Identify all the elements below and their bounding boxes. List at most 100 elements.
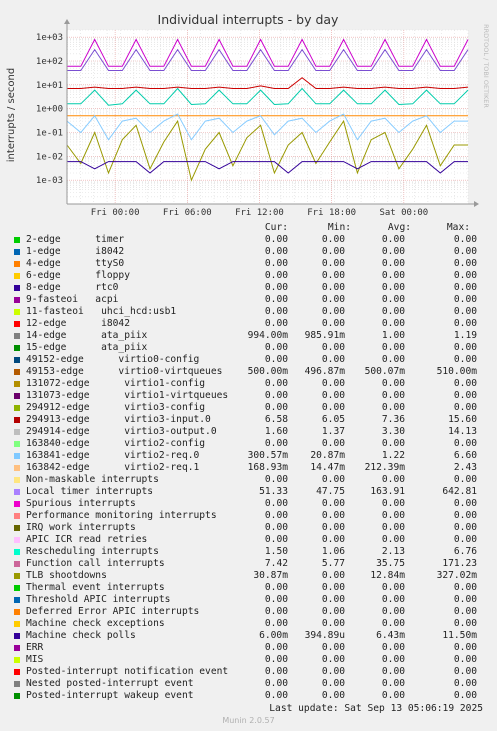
legend-min-value: 0.00 — [321, 606, 345, 617]
legend-avg-value: 3.30 — [381, 426, 405, 437]
legend-avg-value: 0.00 — [381, 234, 405, 245]
legend-min-value: 0.00 — [321, 570, 345, 581]
legend-row: 2-edge timer 0.00 0.00 0.00 0.00 — [0, 234, 497, 246]
legend-max-value: 0.00 — [453, 234, 477, 245]
legend-row: 49152-edge virtio0-config 0.00 0.00 0.00 0.0… — [0, 354, 497, 366]
x-tick-label: Fri 06:00 — [163, 208, 212, 218]
legend-avg-value: 0.00 — [381, 666, 405, 677]
legend-avg-value: 2.13 — [381, 546, 405, 557]
legend-swatch — [14, 285, 20, 291]
legend-label: 294913-edge virtio3-input.0 — [26, 414, 211, 425]
legend-cur-value: 0.00 — [264, 618, 288, 629]
legend-swatch — [14, 441, 20, 447]
legend-max-value: 0.00 — [453, 390, 477, 401]
legend-label: Local timer interrupts — [26, 486, 154, 497]
legend-cur-value: 0.00 — [264, 270, 288, 281]
legend-max-value: 0.00 — [453, 618, 477, 629]
legend-max-value: 6.76 — [453, 546, 477, 557]
legend-row: 294913-edge virtio3-input.0 6.58 6.05 7.36 1… — [0, 414, 497, 426]
legend-label: Machine check exceptions — [26, 618, 165, 629]
legend-cur-value: 0.00 — [264, 438, 288, 449]
legend-min-value: 47.75 — [316, 486, 345, 497]
legend-swatch — [14, 297, 20, 303]
legend-label: 49153-edge virtio0-virtqueues — [26, 366, 223, 377]
legend-avg-value: 7.36 — [381, 414, 405, 425]
legend-swatch — [14, 573, 20, 579]
grid — [66, 29, 469, 204]
legend-avg-value: 35.75 — [376, 558, 405, 569]
legend-row: TLB shootdowns 30.87m 0.00 12.84m 327.02m — [0, 570, 497, 582]
rrdtool-credit: RRDTOOL / TOBI OETIKER — [482, 24, 490, 108]
series-lines — [66, 38, 469, 182]
legend-row: Rescheduling interrupts 1.50 1.06 2.13 6.76 — [0, 546, 497, 558]
legend-swatch — [14, 273, 20, 279]
legend-min-value: 0.00 — [321, 642, 345, 653]
legend-min-value: 496.87m — [304, 366, 345, 377]
x-tick-label: Fri 18:00 — [307, 208, 356, 218]
legend-max-value: 642.81 — [442, 486, 477, 497]
legend-swatch — [14, 309, 20, 315]
legend-label: 163842-edge virtio2-req.1 — [26, 462, 200, 473]
legend-cur-value: 0.00 — [264, 390, 288, 401]
legend-cur-value: 6.00m — [259, 630, 288, 641]
legend-max-value: 0.00 — [453, 318, 477, 329]
legend-avg-value: 0.00 — [381, 534, 405, 545]
legend-label: 294914-edge virtio3-output.0 — [26, 426, 217, 437]
legend-cur-value: 300.57m — [247, 450, 288, 461]
legend-row: Posted-interrupt wakeup event 0.00 0.00 0.0… — [0, 690, 497, 702]
legend-cur-value: 0.00 — [264, 282, 288, 293]
y-axis-arrow — [64, 19, 70, 24]
legend-swatch — [14, 537, 20, 543]
legend-row: Function call interrupts 7.42 5.77 35.75 171… — [0, 558, 497, 570]
legend-row: 163840-edge virtio2-config 0.00 0.00 0.00 0.… — [0, 438, 497, 450]
legend-swatch — [14, 657, 20, 663]
legend-min-value: 0.00 — [321, 438, 345, 449]
legend-max-value: 6.60 — [453, 450, 477, 461]
legend-label: Spurious interrupts — [26, 498, 136, 509]
legend-avg-value: 0.00 — [381, 402, 405, 413]
legend-swatch — [14, 489, 20, 495]
legend-min-value: 1.37 — [321, 426, 345, 437]
legend-swatch — [14, 369, 20, 375]
legend-max-value: 327.02m — [436, 570, 477, 581]
x-tick-label: Fri 00:00 — [91, 208, 140, 218]
legend-label: Thermal event interrupts — [26, 582, 165, 593]
legend-avg-value: 0.00 — [381, 606, 405, 617]
legend-label: 163840-edge virtio2-config — [26, 438, 206, 449]
legend-cur-value: 0.00 — [264, 594, 288, 605]
legend-label: Non-maskable interrupts — [26, 474, 159, 485]
y-tick-label: 1e-02 — [36, 152, 63, 162]
y-tick-label: 1e+00 — [36, 105, 63, 115]
legend-swatch — [14, 693, 20, 699]
x-tick-label: Sat 00:00 — [379, 208, 428, 218]
series-line — [67, 48, 469, 71]
legend-min-value: 5.77 — [321, 558, 345, 569]
legend-cur-value: 0.00 — [264, 318, 288, 329]
y-tick-label: 1e+01 — [36, 81, 63, 91]
legend-label: 12-edge i8042 — [26, 318, 130, 329]
legend-min-value: 1.06 — [321, 546, 345, 557]
legend-min-value: 0.00 — [321, 474, 345, 485]
legend-avg-value: 0.00 — [381, 594, 405, 605]
legend-max-value: 171.23 — [442, 558, 477, 569]
legend-cur-value: 0.00 — [264, 522, 288, 533]
legend-swatch — [14, 585, 20, 591]
legend-label: TLB shootdowns — [26, 570, 107, 581]
y-tick-label: 1e+03 — [36, 33, 63, 43]
legend-cur-value: 994.00m — [247, 330, 288, 341]
legend-avg-value: 212.39m — [364, 462, 405, 473]
legend-avg-value: 0.00 — [381, 522, 405, 533]
legend-cur-value: 0.00 — [264, 258, 288, 269]
legend-row: 8-edge rtc0 0.00 0.00 0.00 0.00 — [0, 282, 497, 294]
legend-row: MIS 0.00 0.00 0.00 0.00 — [0, 654, 497, 666]
series-line — [67, 87, 469, 106]
y-tick-label: 1e-01 — [36, 129, 63, 139]
legend-header-min: Min: — [327, 222, 351, 233]
legend-max-value: 0.00 — [453, 474, 477, 485]
legend-cur-value: 0.00 — [264, 534, 288, 545]
legend-row: Nested posted-interrupt event 0.00 0.00 0.0… — [0, 678, 497, 690]
legend-label: ERR — [26, 642, 44, 653]
legend-row: ERR 0.00 0.00 0.00 0.00 — [0, 642, 497, 654]
legend-min-value: 0.00 — [321, 294, 345, 305]
legend-swatch — [14, 549, 20, 555]
